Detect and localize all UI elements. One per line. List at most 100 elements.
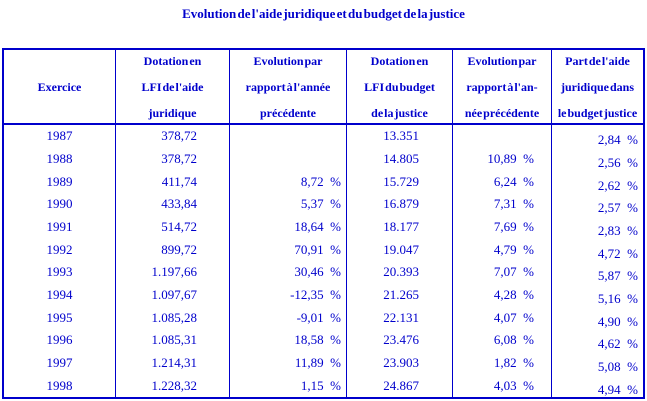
cell-year: 1989 xyxy=(4,170,116,193)
cell-part: 5,87 % xyxy=(552,261,643,284)
part-value: 4,94 % xyxy=(597,381,638,397)
cell-evo-aide: -9,01 % xyxy=(230,306,347,329)
cell-lfi-budget: 23.903 xyxy=(347,351,453,375)
part-value: 2,56 % xyxy=(597,154,638,170)
cell-year: 1993 xyxy=(4,260,116,284)
cell-lfi-budget: 24.867 xyxy=(347,374,453,397)
evo-aide-value: 11,89 % xyxy=(294,354,341,370)
evo-aide-value: 8,72 % xyxy=(300,173,341,189)
cell-lfi-aide: 1.097,67 xyxy=(116,283,230,307)
header-line: Evolution par xyxy=(253,53,323,68)
header-line: née précédente xyxy=(464,105,540,120)
cell-evo-aide: -12,35 % xyxy=(230,283,347,307)
cell-evo-aide: 1,15 % xyxy=(230,374,347,397)
cell-lfi-aide: 1.228,32 xyxy=(116,374,230,397)
lfi-aide-value: 411,74 xyxy=(161,173,197,189)
lfi-budget-value: 24.867 xyxy=(383,377,419,393)
cell-evo-budget: 7,07 % xyxy=(453,260,552,284)
year-value: 1994 xyxy=(46,286,73,302)
cell-part: 2,56 % xyxy=(552,148,643,171)
cell-lfi-budget: 21.265 xyxy=(347,283,453,307)
year-value: 1988 xyxy=(46,150,73,166)
lfi-budget-value: 19.047 xyxy=(383,241,419,257)
cell-evo-aide: 11,89 % xyxy=(230,351,347,375)
cell-evo-aide: 8,72 % xyxy=(230,170,347,193)
lfi-budget-value: 18.177 xyxy=(383,218,419,234)
header-line: précédente xyxy=(260,105,316,120)
header-line: Part de l'aide xyxy=(565,53,630,68)
cell-lfi-aide: 899,72 xyxy=(116,238,230,261)
cell-evo-budget: 6,08 % xyxy=(453,328,552,352)
part-value: 4,72 % xyxy=(597,245,638,261)
cell-evo-budget: 7,69 % xyxy=(453,215,552,239)
lfi-aide-value: 1.228,32 xyxy=(151,377,198,393)
cell-year: 1990 xyxy=(4,192,116,216)
cell-part: 2,62 % xyxy=(552,170,643,193)
lfi-budget-value: 14.805 xyxy=(383,150,419,166)
cell-year: 1987 xyxy=(4,125,116,148)
part-value: 5,87 % xyxy=(597,268,638,284)
cell-year: 1996 xyxy=(4,328,116,352)
lfi-aide-value: 899,72 xyxy=(161,241,197,257)
cell-lfi-aide: 411,74 xyxy=(116,170,230,193)
cell-year: 1988 xyxy=(4,147,116,171)
header-line: LFI du budget xyxy=(364,79,435,94)
data-table: Exercice Dotation en LFI de l'aide jurid… xyxy=(2,48,645,399)
column-header-evo-budget: Evolution par rapport à l'an- née précéd… xyxy=(453,50,552,125)
evo-aide-value: -9,01 % xyxy=(296,309,341,325)
evo-aide-value: 18,64 % xyxy=(294,218,341,234)
cell-lfi-budget: 20.393 xyxy=(347,260,453,284)
lfi-aide-value: 1.085,28 xyxy=(151,309,198,325)
cell-evo-budget: 4,03 % xyxy=(453,374,552,397)
header-line: juridique dans xyxy=(560,79,635,94)
lfi-budget-value: 13.351 xyxy=(383,128,419,144)
cell-part: 2,84 % xyxy=(552,125,643,148)
evo-aide-value: 1,15 % xyxy=(300,377,341,393)
year-value: 1991 xyxy=(46,218,73,234)
cell-evo-budget xyxy=(453,125,552,148)
cell-part: 4,90 % xyxy=(552,306,643,329)
cell-evo-budget: 1,82 % xyxy=(453,351,552,375)
header-line: Dotation en xyxy=(370,53,429,68)
lfi-budget-value: 15.729 xyxy=(383,173,419,189)
cell-lfi-budget: 16.879 xyxy=(347,192,453,216)
cell-part: 2,83 % xyxy=(552,216,643,239)
cell-evo-budget: 4,79 % xyxy=(453,238,552,261)
column-header-exercice: Exercice xyxy=(4,50,116,125)
evo-aide-value: 18,58 % xyxy=(294,332,341,348)
header-line: rapport à l'an- xyxy=(466,79,538,94)
part-value: 2,57 % xyxy=(597,200,638,216)
cell-lfi-aide: 378,72 xyxy=(116,147,230,171)
cell-evo-aide xyxy=(230,125,347,148)
part-value: 2,83 % xyxy=(597,222,638,238)
year-value: 1992 xyxy=(46,241,73,257)
year-value: 1987 xyxy=(46,128,73,144)
cell-evo-budget: 7,31 % xyxy=(453,192,552,216)
evo-aide-value: 70,91 % xyxy=(294,241,341,257)
lfi-aide-value: 514,72 xyxy=(161,218,197,234)
cell-lfi-aide: 1.085,31 xyxy=(116,328,230,352)
cell-part: 5,08 % xyxy=(552,352,643,375)
cell-year: 1995 xyxy=(4,306,116,329)
header-line: le budget justice xyxy=(557,105,638,120)
evo-budget-value: 6,08 % xyxy=(493,332,534,348)
cell-part: 4,62 % xyxy=(552,329,643,352)
page-title: Evolution de l'aide juridique et du budg… xyxy=(182,6,465,21)
cell-year: 1994 xyxy=(4,283,116,307)
evo-budget-value: 10,89 % xyxy=(487,150,534,166)
cell-evo-aide: 18,58 % xyxy=(230,328,347,352)
cell-lfi-aide: 1.085,28 xyxy=(116,306,230,329)
cell-part: 4,72 % xyxy=(552,238,643,261)
cell-evo-budget: 4,07 % xyxy=(453,306,552,329)
cell-year: 1997 xyxy=(4,351,116,375)
evo-aide-value: 5,37 % xyxy=(300,196,341,212)
header-line: LFI de l'aide xyxy=(141,79,204,94)
cell-lfi-budget: 19.047 xyxy=(347,238,453,261)
cell-lfi-aide: 378,72 xyxy=(116,125,230,148)
lfi-aide-value: 433,84 xyxy=(161,196,197,212)
lfi-budget-value: 21.265 xyxy=(383,286,419,302)
cell-lfi-aide: 1.214,31 xyxy=(116,351,230,375)
cell-evo-budget: 6,24 % xyxy=(453,170,552,193)
year-value: 1989 xyxy=(46,173,73,189)
cell-lfi-aide: 433,84 xyxy=(116,192,230,216)
